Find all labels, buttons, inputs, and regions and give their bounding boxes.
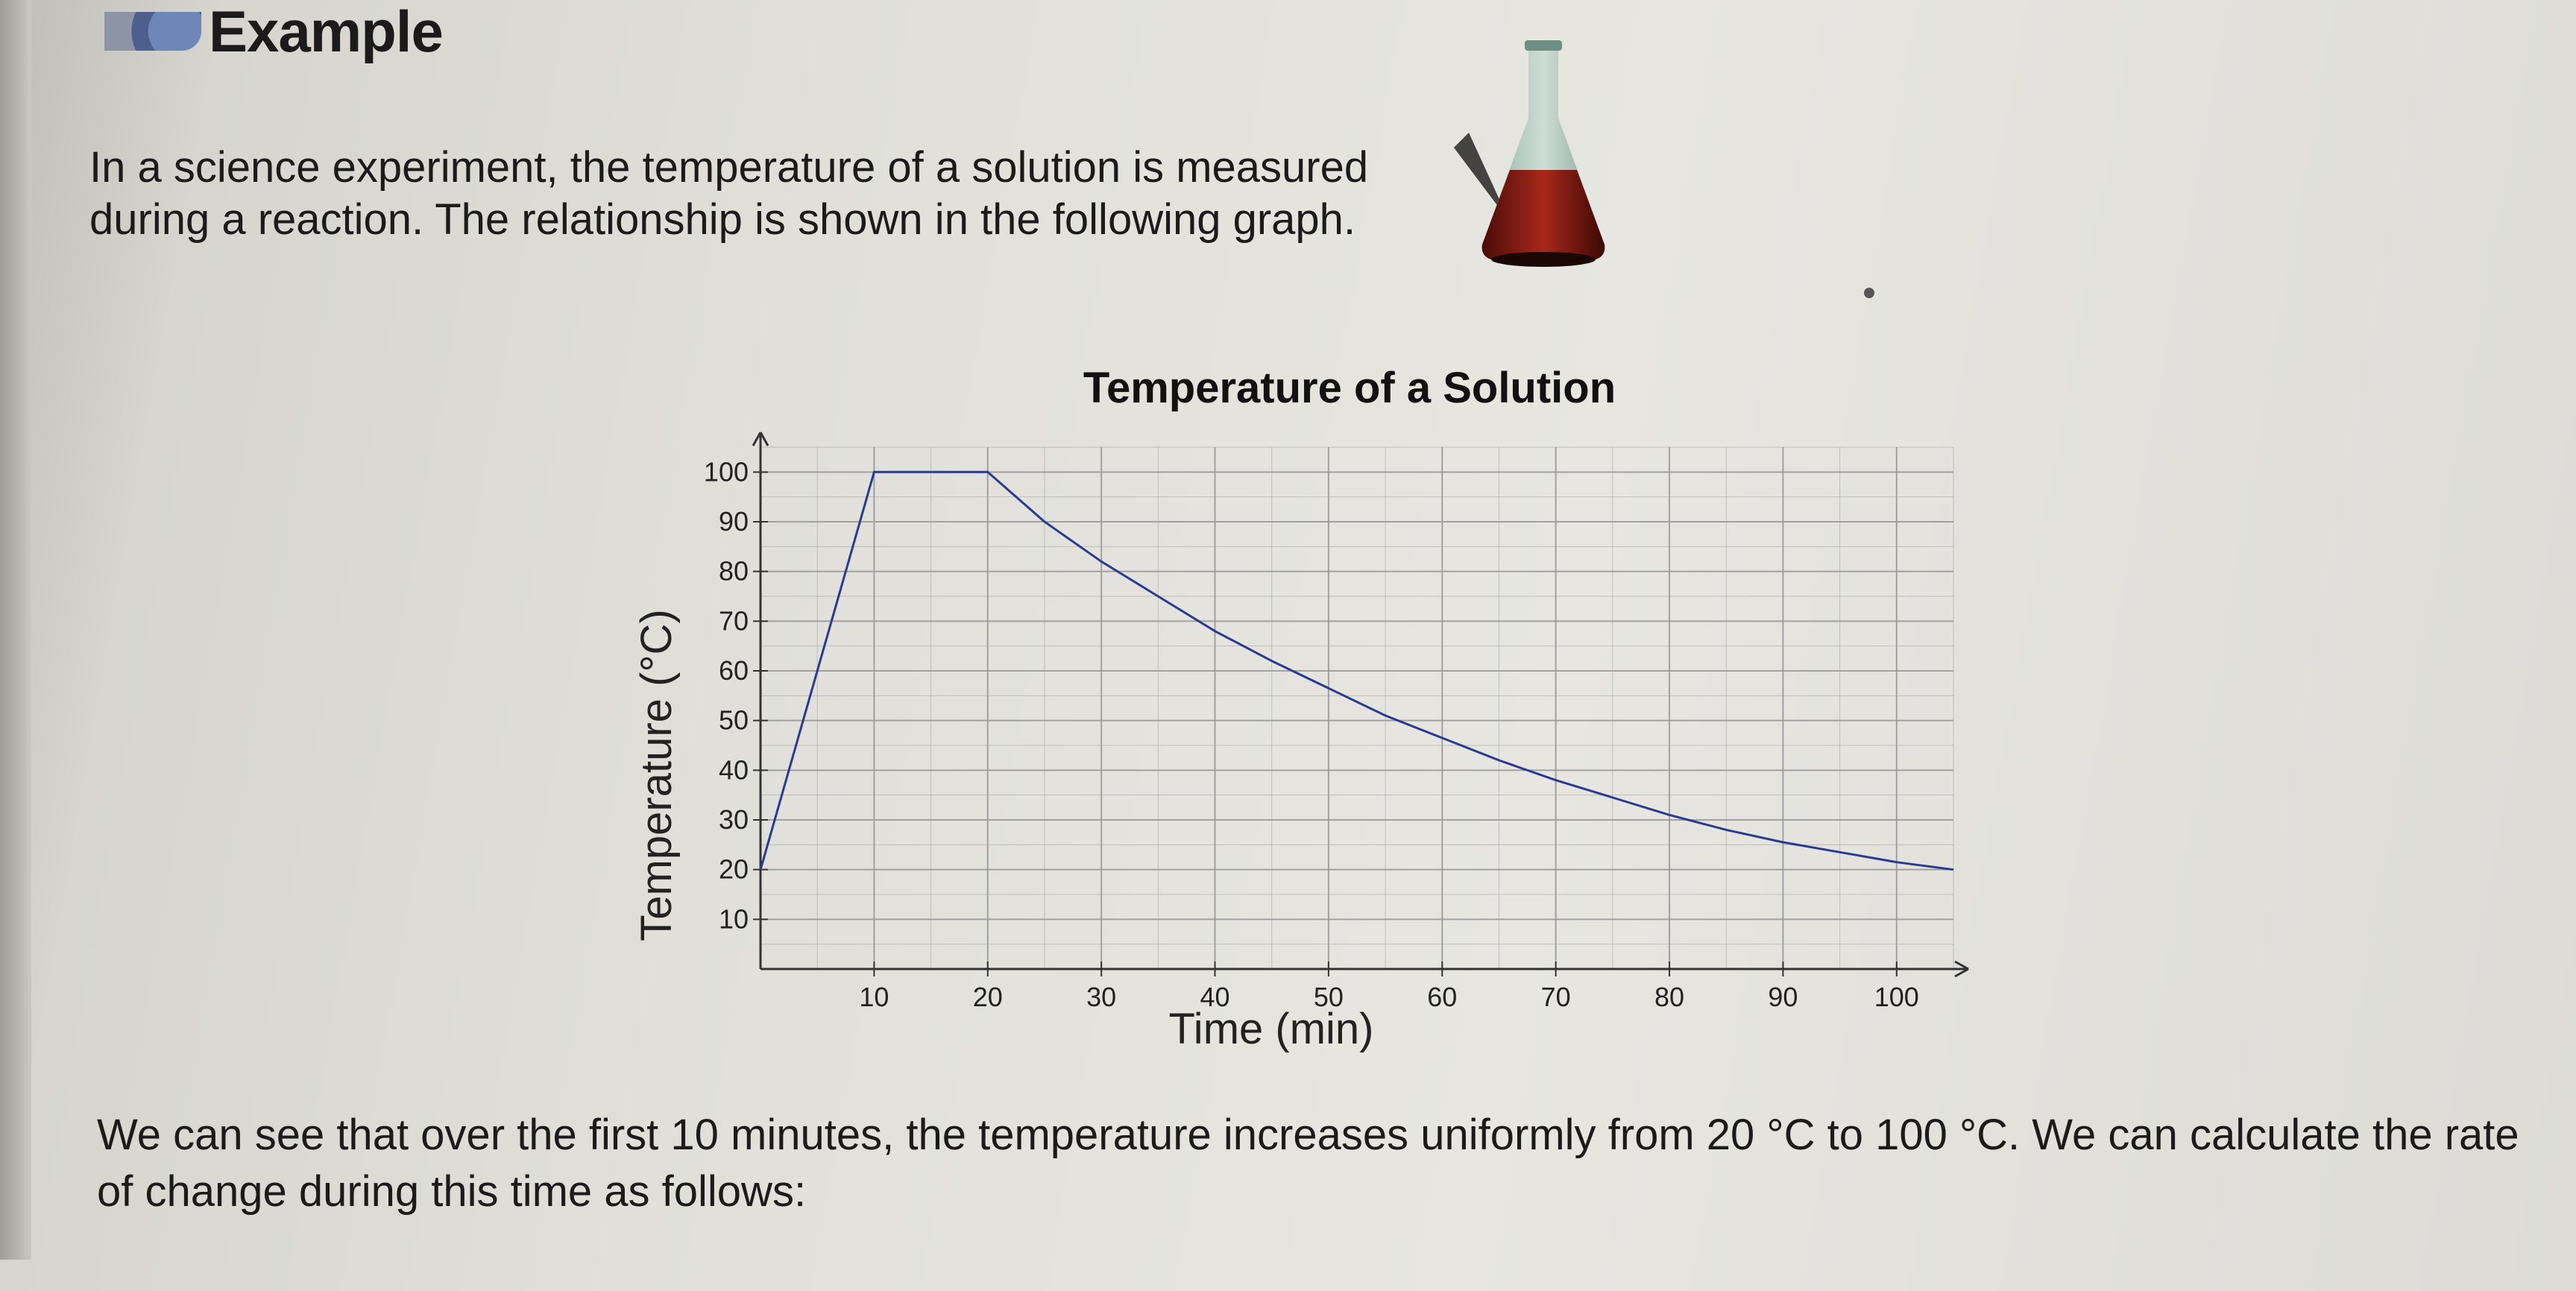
- x-tick-label: 70: [1541, 982, 1571, 1012]
- series-line: [759, 470, 1954, 871]
- chart-title: Temperature of a Solution: [1083, 364, 1616, 412]
- x-axis-label: Time (min): [1169, 1005, 1374, 1053]
- y-tick-label: 70: [719, 605, 749, 636]
- y-axis-label: Temperature (°C): [632, 609, 681, 941]
- y-tick-label: 40: [719, 754, 749, 785]
- y-axis-arrow: [752, 432, 769, 446]
- outro-paragraph: We can see that over the first 10 minute…: [97, 1111, 2519, 1216]
- x-tick-label: 80: [1654, 982, 1684, 1012]
- x-tick-label: 20: [973, 982, 1003, 1012]
- y-tick-label: 100: [704, 456, 749, 487]
- x-tick-label: 100: [1874, 982, 1919, 1012]
- example-badge-icon: [104, 12, 201, 51]
- y-tick-label: 10: [719, 903, 749, 934]
- x-tick-label: 90: [1768, 982, 1798, 1012]
- y-tick-label: 90: [719, 506, 749, 537]
- screen-bezel: [0, 0, 31, 1260]
- y-tick-label: 80: [719, 556, 749, 587]
- y-tick-label: 60: [719, 655, 749, 686]
- intro-paragraph: In a science experiment, the temperature…: [89, 143, 1369, 244]
- heading-title: Example: [209, 0, 444, 64]
- temperature-chart: Temperature of a Solution 10 20 30 40 50 60 70…: [632, 364, 1969, 1053]
- y-tick-label: 20: [719, 854, 749, 885]
- x-tick-label: 40: [1200, 982, 1230, 1012]
- x-tick-label: 30: [1086, 982, 1116, 1012]
- x-tick-label: 10: [859, 982, 889, 1012]
- flask-icon: [1439, 36, 1648, 274]
- y-tick-label: 30: [719, 804, 749, 835]
- example-heading: Example: [104, 0, 444, 64]
- x-tick-label: 50: [1314, 982, 1344, 1012]
- x-axis-arrow: [1954, 960, 1969, 978]
- chart-ticks: 10 20 30 40 50 60 70 80 90 100 100 90 80 70 60 50 40 30 20…: [704, 456, 1919, 1012]
- y-tick-label: 50: [719, 705, 749, 736]
- chart-grid: [760, 446, 1954, 969]
- stray-dot: [1864, 288, 1874, 298]
- x-tick-label: 60: [1427, 982, 1457, 1012]
